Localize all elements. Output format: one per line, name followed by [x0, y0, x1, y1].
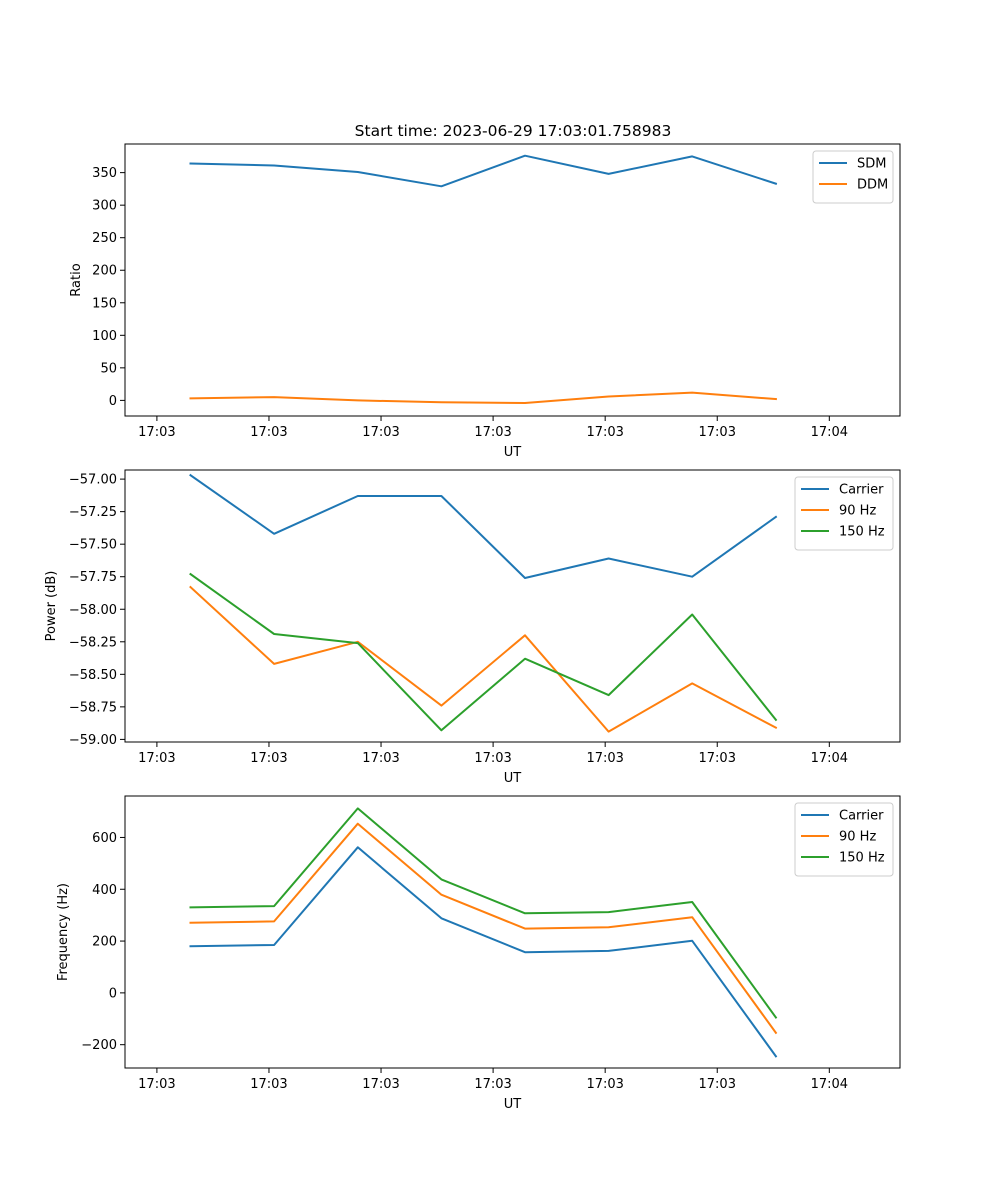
subplot-2: 17:03 17:03 17:03 17:03 17:03 17:03 17:04 −59.0… [44, 469, 901, 786]
x-tick-label: 17:03 [474, 1077, 511, 1092]
y-tick-label: 50 [100, 361, 117, 376]
series-line-3-1 [189, 846, 778, 1058]
series-line-2-3 [189, 572, 778, 732]
subplot-3: 17:03 17:03 17:03 17:03 17:03 17:03 17:04 −200 0… [56, 795, 901, 1112]
series-line-3-3 [189, 807, 778, 1019]
series-line-2-2 [189, 585, 778, 733]
y-tick-label: 0 [109, 394, 117, 409]
x-tick-label: 17:04 [811, 751, 848, 766]
legend-label: 150 Hz [839, 525, 885, 540]
legend-label: 150 Hz [839, 851, 885, 866]
plot-frame [124, 469, 901, 743]
y-tick-label: −57.75 [69, 570, 117, 585]
legend-label: Carrier [839, 483, 884, 498]
x-axis-label: UT [504, 1097, 522, 1112]
x-tick-label: 17:03 [362, 751, 399, 766]
legend-label: Carrier [839, 809, 884, 824]
legend-label: DDM [857, 178, 888, 193]
x-tick-label: 17:03 [586, 751, 623, 766]
legend-label: SDM [857, 157, 886, 172]
y-axis-label: Ratio [69, 263, 84, 296]
x-axis-label: UT [504, 445, 522, 460]
x-tick-label: 17:03 [250, 1077, 287, 1092]
y-tick-label: −58.00 [69, 603, 117, 618]
y-tick-label: −58.25 [69, 635, 117, 650]
y-tick-label: 350 [92, 166, 117, 181]
x-tick-label: 17:03 [250, 425, 287, 440]
y-tick-label: −58.75 [69, 700, 117, 715]
x-tick-label: 17:03 [699, 425, 736, 440]
y-tick-label: −59.00 [69, 733, 117, 748]
y-tick-label: 100 [92, 329, 117, 344]
x-tick-label: 17:03 [138, 751, 175, 766]
y-tick-label: 150 [92, 296, 117, 311]
x-tick-label: 17:03 [586, 1077, 623, 1092]
y-tick-label: 400 [92, 883, 117, 898]
legend: Carrier 90 Hz 150 Hz [794, 802, 894, 877]
x-tick-label: 17:03 [362, 425, 399, 440]
x-tick-label: 17:03 [699, 751, 736, 766]
series-line-3-2 [189, 822, 778, 1035]
y-tick-label: −58.50 [69, 668, 117, 683]
x-tick-label: 17:03 [586, 425, 623, 440]
series-line-2-1 [189, 473, 778, 579]
legend-label: 90 Hz [839, 830, 876, 845]
y-tick-label: −57.50 [69, 538, 117, 553]
y-tick-label: 200 [92, 264, 117, 279]
legend: Carrier 90 Hz 150 Hz [794, 476, 894, 551]
x-tick-label: 17:03 [699, 1077, 736, 1092]
plot-frame [124, 795, 901, 1069]
y-axis-label: Power (dB) [44, 571, 59, 642]
y-tick-label: −57.00 [69, 473, 117, 488]
x-tick-label: 17:03 [474, 751, 511, 766]
x-tick-label: 17:03 [138, 1077, 175, 1092]
x-tick-label: 17:03 [138, 425, 175, 440]
series-line-1-1 [189, 154, 778, 188]
subplot-1: 17:03 17:03 17:03 17:03 17:03 17:03 17:04 0 50 10… [69, 143, 901, 460]
x-tick-label: 17:03 [250, 751, 287, 766]
y-tick-label: 0 [109, 986, 117, 1001]
y-tick-label: 200 [92, 935, 117, 950]
x-tick-label: 17:03 [474, 425, 511, 440]
y-tick-label: −200 [81, 1038, 117, 1053]
series-line-1-2 [189, 391, 777, 404]
plot-frame [124, 143, 901, 417]
y-tick-label: 300 [92, 199, 117, 214]
x-axis-label: UT [504, 771, 522, 786]
chart-title: Start time: 2023-06-29 17:03:01.758983 [355, 122, 672, 140]
legend: SDM DDM [812, 150, 894, 204]
x-tick-label: 17:04 [811, 1077, 848, 1092]
y-tick-label: 600 [92, 831, 117, 846]
y-tick-label: −57.25 [69, 505, 117, 520]
x-tick-label: 17:03 [362, 1077, 399, 1092]
x-tick-label: 17:04 [811, 425, 848, 440]
y-tick-label: 250 [92, 231, 117, 246]
legend-label: 90 Hz [839, 504, 876, 519]
y-axis-label: Frequency (Hz) [56, 883, 71, 981]
